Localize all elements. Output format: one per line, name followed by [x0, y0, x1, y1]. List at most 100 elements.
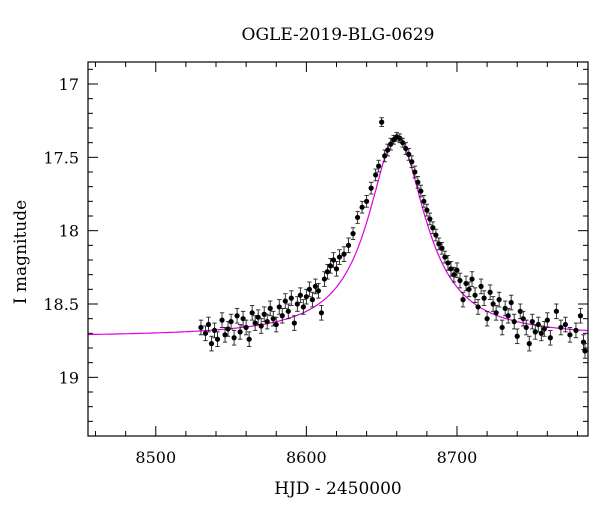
data-point	[526, 341, 532, 347]
y-tick-label: 19	[59, 368, 79, 387]
data-point	[532, 329, 538, 335]
data-point	[460, 297, 466, 303]
data-point	[514, 333, 520, 339]
data-point	[385, 147, 391, 153]
data-point	[493, 310, 499, 316]
data-point	[341, 251, 347, 257]
data-point	[264, 319, 270, 325]
data-point	[382, 153, 388, 159]
data-point	[318, 310, 325, 316]
data-point	[418, 188, 424, 194]
data-point	[373, 172, 379, 178]
plot-frame	[87, 61, 589, 437]
data-point	[427, 216, 433, 222]
x-tick-label: 8600	[286, 448, 327, 467]
x-tick-label: 8700	[437, 448, 478, 467]
data-point	[508, 299, 514, 306]
data-point	[475, 304, 481, 310]
data-point	[496, 297, 502, 303]
data-point	[433, 232, 439, 238]
chart-title: OGLE-2019-BLG-0629	[242, 25, 435, 45]
data-point	[273, 321, 279, 328]
data-point	[577, 313, 584, 319]
data-point	[291, 320, 297, 326]
tick-labels: 8500 8600 8700 17 17.5 18 18.5 19	[43, 75, 477, 467]
data-point	[285, 308, 291, 314]
data-point	[502, 305, 508, 311]
data-point	[487, 289, 493, 295]
data-point	[424, 207, 430, 213]
y-tick-label: 17	[59, 75, 79, 94]
x-tick-label: 8500	[135, 448, 176, 467]
data-point	[415, 179, 421, 185]
data-point	[249, 310, 255, 316]
data-point	[312, 283, 319, 289]
data-point	[472, 292, 478, 298]
data-point	[562, 321, 569, 328]
data-point	[282, 298, 288, 304]
data-point	[243, 324, 249, 331]
data-point	[219, 317, 225, 323]
data-point	[279, 313, 285, 319]
data-point	[336, 254, 343, 260]
data-point	[205, 321, 212, 328]
data-point	[228, 319, 234, 325]
y-tick-label: 17.5	[43, 148, 79, 167]
data-point	[499, 324, 505, 331]
data-point	[225, 326, 231, 332]
data-point	[303, 294, 309, 300]
data-point	[466, 286, 472, 292]
x-axis-label: HJD - 2450000	[274, 479, 402, 499]
data-point	[306, 286, 312, 292]
data-point	[261, 311, 267, 317]
data-point	[345, 242, 352, 248]
data-point	[198, 324, 204, 331]
data-point	[350, 231, 356, 237]
data-point	[379, 119, 385, 125]
data-point	[558, 324, 564, 331]
data-point	[297, 292, 303, 298]
data-point	[457, 277, 463, 284]
data-point	[454, 267, 460, 273]
data-point	[234, 313, 240, 319]
data-point	[517, 308, 523, 314]
data-point	[582, 348, 588, 354]
data-point	[364, 198, 370, 204]
data-point	[505, 313, 511, 319]
data-point	[208, 341, 215, 347]
plot-area	[88, 117, 589, 359]
data-point	[309, 297, 315, 303]
data-point	[321, 276, 328, 282]
data-point	[544, 317, 550, 323]
data-point	[388, 141, 394, 147]
data-point	[553, 308, 559, 314]
data-point	[231, 335, 237, 341]
data-point	[484, 316, 490, 322]
data-point	[511, 319, 517, 325]
data-point	[481, 295, 487, 301]
data-point	[523, 324, 529, 331]
data-point	[258, 323, 264, 329]
data-point	[397, 135, 403, 141]
data-point	[214, 336, 221, 342]
data-point	[573, 327, 579, 333]
data-point	[400, 140, 406, 146]
data-point	[439, 245, 445, 251]
data-point	[469, 276, 475, 282]
data-point	[354, 214, 361, 221]
data-point	[267, 305, 273, 311]
data-point	[421, 198, 427, 204]
axis-ticks	[88, 62, 588, 437]
data-point	[567, 332, 573, 338]
data-point	[359, 204, 365, 210]
data-point	[376, 163, 382, 169]
data-point	[409, 159, 415, 165]
data-point	[478, 283, 484, 289]
data-point	[333, 266, 340, 272]
data-point	[403, 145, 409, 152]
data-point	[368, 185, 374, 191]
data-point	[451, 272, 457, 278]
data-point	[547, 335, 553, 341]
data-points	[198, 117, 588, 359]
